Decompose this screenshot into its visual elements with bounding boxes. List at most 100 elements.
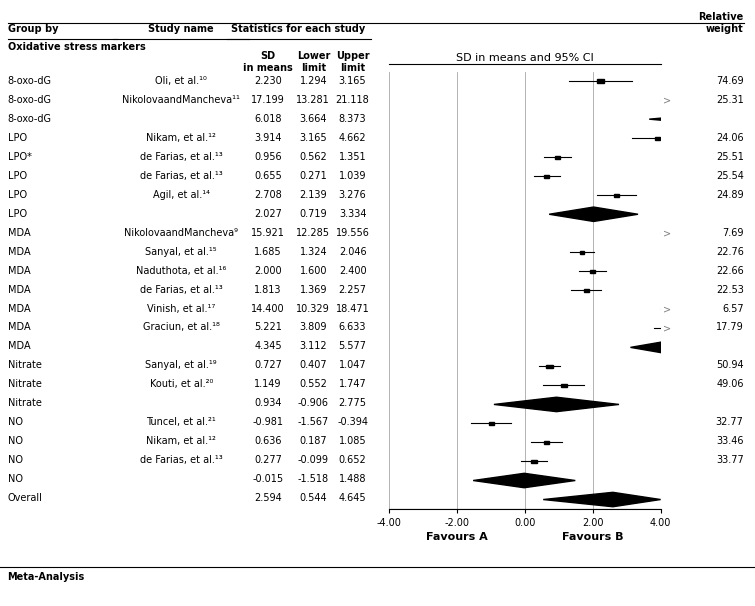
- Text: 2.139: 2.139: [300, 190, 327, 200]
- Text: 24.06: 24.06: [716, 133, 744, 143]
- Text: 1.813: 1.813: [254, 285, 282, 295]
- Text: 17.199: 17.199: [251, 95, 285, 105]
- Bar: [596, 79, 605, 84]
- Text: 2.046: 2.046: [339, 247, 366, 257]
- Text: 2.000: 2.000: [254, 265, 282, 276]
- Text: 8.373: 8.373: [339, 114, 366, 124]
- Text: MDA: MDA: [8, 228, 30, 238]
- Text: NikolovaandMancheva⁹: NikolovaandMancheva⁹: [125, 228, 238, 238]
- Text: Meta-Analysis: Meta-Analysis: [8, 571, 85, 582]
- Text: 17.79: 17.79: [716, 322, 744, 333]
- Text: 2.594: 2.594: [254, 493, 282, 503]
- Bar: [555, 156, 559, 159]
- Text: Sanyal, et al.¹⁵: Sanyal, et al.¹⁵: [146, 247, 217, 257]
- Text: Nitrate: Nitrate: [8, 361, 42, 370]
- Text: 2.775: 2.775: [338, 398, 367, 408]
- Text: 3.914: 3.914: [254, 133, 282, 143]
- Text: 0.407: 0.407: [300, 361, 327, 370]
- Bar: [488, 422, 494, 425]
- Text: Nikam, et al.¹²: Nikam, et al.¹²: [146, 436, 216, 446]
- Text: 33.77: 33.77: [716, 455, 744, 465]
- Text: 0.727: 0.727: [254, 361, 282, 370]
- Text: Oli, et al.¹⁰: Oli, et al.¹⁰: [156, 76, 207, 86]
- Text: 21.118: 21.118: [336, 95, 369, 105]
- Text: 0.655: 0.655: [254, 171, 282, 181]
- Text: 2.400: 2.400: [339, 265, 366, 276]
- Text: Overall: Overall: [8, 493, 42, 503]
- Text: 1.488: 1.488: [339, 474, 366, 484]
- Text: -0.394: -0.394: [337, 417, 368, 427]
- Text: -0.906: -0.906: [297, 398, 329, 408]
- Text: 3.809: 3.809: [300, 322, 327, 333]
- Text: 0.277: 0.277: [254, 455, 282, 465]
- Text: 1.351: 1.351: [339, 152, 366, 162]
- Text: Agil, et al.¹⁴: Agil, et al.¹⁴: [153, 190, 210, 200]
- Text: -0.099: -0.099: [297, 455, 329, 465]
- Text: LPO: LPO: [8, 190, 26, 200]
- Text: 0.271: 0.271: [300, 171, 327, 181]
- Text: LPO: LPO: [8, 208, 26, 219]
- Bar: [560, 384, 567, 387]
- Bar: [615, 194, 619, 196]
- Text: 24.89: 24.89: [716, 190, 744, 200]
- Text: LPO*: LPO*: [8, 152, 32, 162]
- Text: 25.31: 25.31: [716, 95, 744, 105]
- Text: 3.112: 3.112: [300, 341, 327, 351]
- Text: 6.018: 6.018: [254, 114, 282, 124]
- Text: 7.69: 7.69: [723, 228, 744, 238]
- Text: Graciun, et al.¹⁸: Graciun, et al.¹⁸: [143, 322, 220, 333]
- Polygon shape: [543, 492, 661, 507]
- Text: MDA: MDA: [8, 285, 30, 295]
- Polygon shape: [649, 112, 729, 127]
- Text: 32.77: 32.77: [716, 417, 744, 427]
- Text: >: >: [664, 95, 671, 105]
- Text: LPO: LPO: [8, 133, 26, 143]
- Text: 3.165: 3.165: [339, 76, 366, 86]
- Text: 22.53: 22.53: [716, 285, 744, 295]
- Text: 15.921: 15.921: [251, 228, 285, 238]
- Text: 50.94: 50.94: [716, 361, 744, 370]
- Text: 8-oxo-dG: 8-oxo-dG: [8, 114, 51, 124]
- Text: 6.57: 6.57: [722, 304, 744, 313]
- Text: MDA: MDA: [8, 247, 30, 257]
- Text: de Farias, et al.¹³: de Farias, et al.¹³: [140, 455, 223, 465]
- Text: Upper
limit: Upper limit: [336, 52, 369, 73]
- Text: 0.544: 0.544: [300, 493, 327, 503]
- Text: -1.518: -1.518: [297, 474, 329, 484]
- Text: 22.66: 22.66: [716, 265, 744, 276]
- Text: LPO: LPO: [8, 171, 26, 181]
- Text: 5.221: 5.221: [254, 322, 282, 333]
- Text: 1.369: 1.369: [300, 285, 327, 295]
- Bar: [590, 270, 595, 273]
- Text: 1.085: 1.085: [339, 436, 366, 446]
- Text: 25.54: 25.54: [716, 171, 744, 181]
- Bar: [544, 441, 549, 444]
- Text: 2.257: 2.257: [338, 285, 367, 295]
- Text: 0.636: 0.636: [254, 436, 282, 446]
- Text: Favours B: Favours B: [562, 532, 624, 542]
- Text: MDA: MDA: [8, 265, 30, 276]
- Text: 4.345: 4.345: [254, 341, 282, 351]
- Text: 3.664: 3.664: [300, 114, 327, 124]
- Text: SD
in means: SD in means: [243, 52, 293, 73]
- Text: 0.652: 0.652: [339, 455, 366, 465]
- Text: 1.047: 1.047: [339, 361, 366, 370]
- Text: de Farias, et al.¹³: de Farias, et al.¹³: [140, 152, 223, 162]
- Bar: [584, 289, 589, 291]
- Text: 0.552: 0.552: [300, 379, 327, 389]
- Text: SD in means and 95% CI: SD in means and 95% CI: [456, 53, 593, 63]
- Text: 19.556: 19.556: [336, 228, 369, 238]
- Text: 4.645: 4.645: [339, 493, 366, 503]
- Text: Kouti, et al.²⁰: Kouti, et al.²⁰: [149, 379, 213, 389]
- Text: 1.685: 1.685: [254, 247, 282, 257]
- Text: 2.230: 2.230: [254, 76, 282, 86]
- Text: 0.562: 0.562: [300, 152, 327, 162]
- Polygon shape: [630, 340, 673, 355]
- Polygon shape: [549, 207, 638, 221]
- Text: 12.285: 12.285: [296, 228, 331, 238]
- Text: 1.149: 1.149: [254, 379, 282, 389]
- Text: 8-oxo-dG: 8-oxo-dG: [8, 76, 51, 86]
- Text: -0.015: -0.015: [252, 474, 284, 484]
- Text: 25.51: 25.51: [716, 152, 744, 162]
- Text: 18.471: 18.471: [336, 304, 369, 313]
